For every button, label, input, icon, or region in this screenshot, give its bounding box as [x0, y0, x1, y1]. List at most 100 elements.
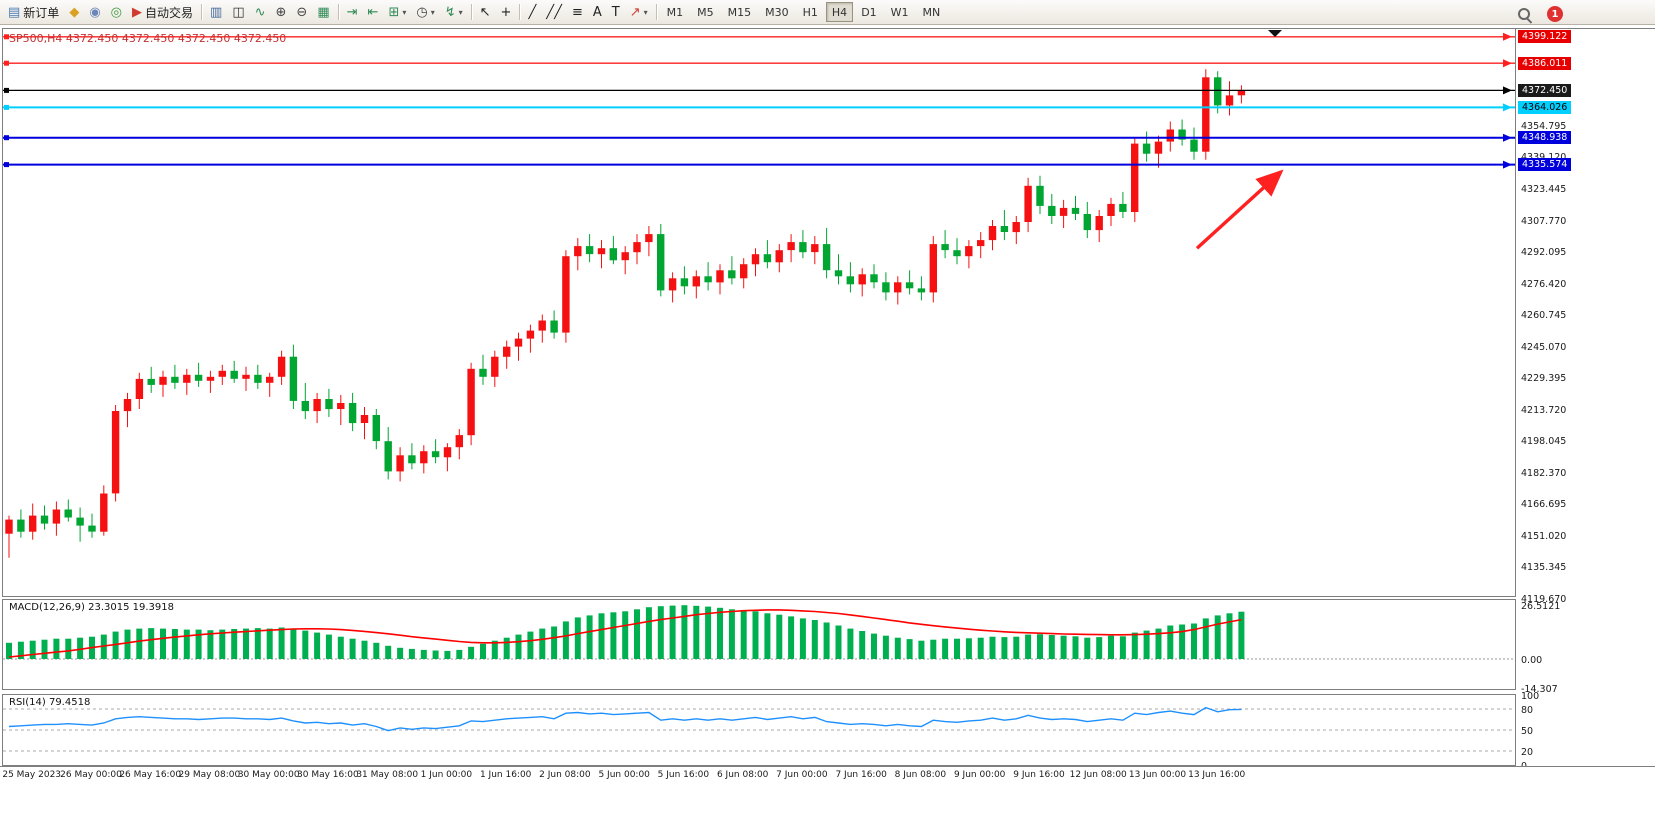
price-axis-tick: 4119.670 — [1521, 593, 1567, 605]
zoom-out-icon: ⊖ — [296, 4, 308, 20]
arrow-icon: ↗ — [629, 4, 641, 20]
time-axis[interactable]: 25 May 2023 26 May 00:00 26 May 16:00 29 Ma… — [0, 766, 1655, 789]
auto-scroll-button[interactable]: ⇥ — [342, 1, 363, 23]
zoom-in-button[interactable]: ⊕ — [271, 1, 292, 23]
candlestick-icon: ◫ — [232, 4, 245, 20]
timeframe-button-h4[interactable]: H4 — [825, 2, 854, 22]
time-axis-label: 7 Jun 00:00 — [776, 770, 828, 780]
auto-trading-icon: ▶ — [132, 4, 142, 20]
price-axis-tick: 4182.370 — [1521, 467, 1567, 479]
line-tool-button[interactable]: ╱ — [523, 1, 541, 23]
timeframe-button-d1[interactable]: D1 — [861, 5, 877, 19]
chart-symbol-title: SP500,H4 4372.450 4372.450 4372.450 4372… — [9, 32, 287, 45]
new-order-button[interactable]: ▤ 新订单 — [3, 1, 64, 23]
price-line-4386.011[interactable] — [3, 59, 1515, 68]
macd-scale-label: 26.5121 — [1521, 601, 1561, 613]
auto-trading-button[interactable]: ▶ 自动交易 — [127, 1, 198, 23]
macd-chart — [3, 605, 1515, 660]
timeframe-button-m15[interactable]: M15 — [727, 5, 752, 19]
macd-pane[interactable] — [2, 599, 1516, 690]
timeframe-button-h1[interactable]: H1 — [802, 5, 818, 19]
time-axis-label: 9 Jun 00:00 — [953, 770, 1006, 780]
navigator-button[interactable]: ◎ — [106, 1, 127, 23]
timeframe-button-m5[interactable]: M5 — [697, 5, 714, 19]
time-axis-label: 26 May 16:00 — [119, 770, 182, 780]
main-chart-pane[interactable] — [2, 28, 1516, 597]
time-axis-label: 9 Jun 16:00 — [1013, 770, 1065, 780]
notification-badge[interactable]: 1 — [1547, 6, 1563, 22]
price-axis-tick: 4198.045 — [1521, 436, 1567, 448]
toolbar-separator — [655, 4, 657, 20]
arrows-tool-button[interactable]: ↗ ▾ — [625, 1, 653, 23]
data-window-icon: ◉ — [89, 4, 101, 20]
zoom-out-button[interactable]: ⊖ — [291, 1, 312, 23]
candles-chart-button[interactable]: ◫ — [227, 1, 249, 23]
price-axis-tick: 4354.795 — [1521, 120, 1567, 132]
macd-scale-label: -14.307 — [1521, 684, 1558, 695]
chevron-down-icon: ▾ — [430, 7, 435, 17]
channel-tool-button[interactable]: ╱╱ — [541, 1, 567, 23]
line-chart-icon: ∿ — [254, 4, 266, 20]
candlestick-series — [5, 69, 1246, 558]
rsi-line — [8, 706, 1242, 732]
toolbar-separator — [519, 4, 521, 20]
clock-icon: ◷ — [416, 4, 428, 20]
price-axis[interactable]: 4354.795 4339.120 4323.445 4307.770 4292.095… — [1516, 28, 1655, 772]
price-line-4399.122[interactable] — [3, 32, 1515, 41]
new-chart-button[interactable]: ⊞ ▾ — [383, 1, 411, 23]
chart-shift-button[interactable]: ⇤ — [363, 1, 384, 23]
cursor-button[interactable]: ↖ — [475, 1, 496, 23]
time-axis-label: 1 Jun 16:00 — [479, 770, 532, 780]
timeframe-button-m30[interactable]: M30 — [765, 5, 789, 19]
price-line-4335.574[interactable] — [3, 160, 1515, 169]
new-chart-icon: ⊞ — [388, 4, 400, 20]
rsi-scale-label: 80 — [1521, 705, 1534, 716]
zoom-in-icon: ⊕ — [275, 4, 287, 20]
price-tag-4399.122: 4399.122 — [1518, 30, 1572, 44]
tile-windows-button[interactable]: ▦ — [312, 1, 334, 23]
price-axis-tick: 4135.345 — [1521, 562, 1567, 574]
periods-button[interactable]: ◷ ▾ — [411, 1, 439, 23]
crosshair-button[interactable]: + — [496, 1, 517, 23]
price-axis-tick: 4292.095 — [1521, 247, 1567, 258]
price-tag-4335.574: 4335.574 — [1518, 158, 1572, 172]
time-axis-label: 25 May 2023 — [2, 770, 62, 780]
trend-arrow-annotation[interactable] — [1195, 169, 1284, 250]
timeframe-button-m1[interactable]: M1 — [666, 5, 684, 19]
rsi-indicator-label: RSI(14) 79.4518 — [9, 697, 91, 708]
rsi-scale-label: 20 — [1521, 747, 1534, 758]
auto-scroll-icon: ⇥ — [346, 4, 358, 20]
rsi-scale-label: 100 — [1521, 691, 1540, 702]
toolbar-separator — [201, 4, 203, 20]
bar-chart-button[interactable]: ▥ — [205, 1, 227, 23]
search-button[interactable] — [1512, 3, 1537, 25]
label-icon: T — [611, 4, 620, 20]
price-line-4348.938[interactable] — [3, 133, 1515, 142]
price-tag-4364.026: 4364.026 — [1518, 100, 1572, 114]
price-line-4372.450[interactable] — [3, 86, 1515, 95]
channel-icon: ╱╱ — [546, 4, 562, 20]
rsi-pane[interactable] — [2, 694, 1516, 766]
label-tool-button[interactable]: T — [607, 1, 625, 23]
new-order-button-label: 新订单 — [23, 5, 60, 20]
timeframe-button-w1[interactable]: W1 — [890, 5, 909, 19]
market-watch-button[interactable]: ◆ — [64, 1, 84, 23]
toolbar-right-group: 1 — [1512, 3, 1563, 25]
price-axis-tick: 4260.745 — [1521, 310, 1567, 321]
indicators-icon: ↯ — [444, 4, 456, 20]
text-icon: A — [592, 4, 602, 20]
cursor-icon: ↖ — [479, 4, 491, 20]
time-axis-label: 13 Jun 16:00 — [1188, 770, 1246, 780]
toolbar-separator — [470, 4, 472, 20]
timeframe-button-mn[interactable]: MN — [922, 5, 941, 19]
rsi-scale-label: 50 — [1521, 726, 1534, 737]
indicators-button[interactable]: ↯ ▾ — [440, 1, 468, 23]
text-tool-button[interactable]: A — [588, 1, 607, 23]
fibonacci-button[interactable]: ≡ — [567, 1, 588, 23]
macd-scale-label: 0.00 — [1521, 655, 1543, 666]
line-chart-button[interactable]: ∿ — [250, 1, 271, 23]
data-window-button[interactable]: ◉ — [84, 1, 105, 23]
time-axis-label: 8 Jun 08:00 — [894, 770, 947, 780]
price-line-4364.026[interactable] — [3, 103, 1515, 112]
chart-top-marker — [1268, 30, 1282, 37]
